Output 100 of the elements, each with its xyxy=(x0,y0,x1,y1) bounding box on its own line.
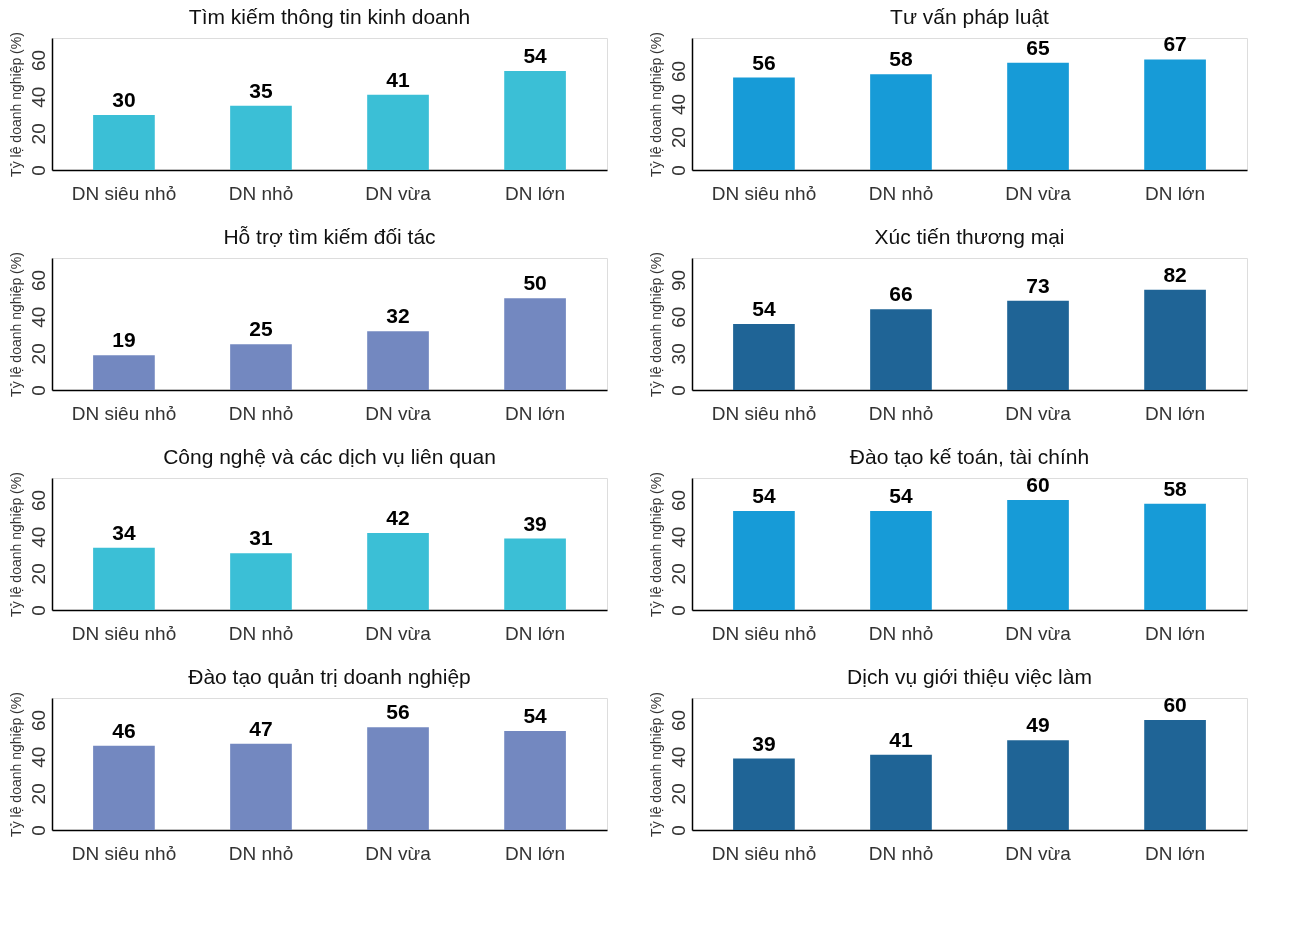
x-tick-label: DN siêu nhỏ xyxy=(711,402,817,424)
data-label: 49 xyxy=(1026,713,1050,737)
data-label: 47 xyxy=(249,716,273,740)
y-tick-label: 0 xyxy=(667,385,689,396)
chart-title: Xúc tiến thương mại xyxy=(874,224,1065,248)
bar xyxy=(733,758,795,830)
data-label: 56 xyxy=(386,700,410,724)
data-label: 25 xyxy=(249,317,273,341)
bar xyxy=(1007,62,1069,170)
y-tick-label: 0 xyxy=(667,165,689,176)
bar xyxy=(733,324,795,390)
bar xyxy=(93,547,155,610)
y-tick-label: 40 xyxy=(27,526,49,548)
bar xyxy=(93,745,155,830)
x-tick-label: DN lớn xyxy=(1145,182,1206,204)
x-tick-label: DN siêu nhỏ xyxy=(711,622,817,644)
y-tick-label: 0 xyxy=(27,825,49,836)
y-tick-label: 40 xyxy=(667,93,689,116)
bar xyxy=(1144,720,1206,830)
data-label: 66 xyxy=(889,282,913,306)
data-label: 30 xyxy=(112,88,136,111)
data-label: 19 xyxy=(112,328,136,352)
y-axis-title: Tỷ lệ doanh nghiệp (%) xyxy=(647,32,664,177)
data-label: 54 xyxy=(523,704,548,727)
data-label: 54 xyxy=(889,484,913,507)
data-label: 35 xyxy=(249,78,273,102)
x-tick-label: DN vừa xyxy=(1005,842,1072,864)
y-tick-label: 40 xyxy=(667,526,689,548)
data-label: 54 xyxy=(752,484,776,507)
x-tick-label: DN nhỏ xyxy=(868,182,934,204)
y-tick-label: 20 xyxy=(27,123,49,145)
bar xyxy=(230,105,292,170)
y-tick-label: 20 xyxy=(667,783,689,805)
y-axis-title: Tỷ lệ doanh nghiệp (%) xyxy=(647,252,664,397)
y-tick-label: 40 xyxy=(667,746,689,768)
data-label: 73 xyxy=(1026,273,1050,297)
x-tick-label: DN nhỏ xyxy=(228,622,294,644)
bar xyxy=(1007,500,1069,610)
y-tick-label: 0 xyxy=(667,605,689,616)
y-tick-label: 60 xyxy=(27,489,49,512)
bar xyxy=(93,355,155,390)
y-axis-title: Tỷ lệ doanh nghiệp (%) xyxy=(647,472,664,617)
x-tick-label: DN lớn xyxy=(505,842,566,864)
bar xyxy=(1007,740,1069,830)
bar xyxy=(1144,289,1206,390)
x-tick-label: DN vừa xyxy=(1005,182,1072,204)
x-tick-label: DN lớn xyxy=(1145,622,1206,644)
y-tick-label: 60 xyxy=(27,269,49,292)
chart-title: Hỗ trợ tìm kiếm đối tác xyxy=(223,224,436,248)
data-label: 41 xyxy=(889,727,913,751)
bar xyxy=(870,309,932,390)
chart-title: Dịch vụ giới thiệu việc làm xyxy=(847,664,1092,688)
y-tick-label: 0 xyxy=(27,165,49,176)
x-tick-label: DN lớn xyxy=(505,182,566,204)
bar xyxy=(1144,503,1206,610)
x-tick-label: DN siêu nhỏ xyxy=(71,842,177,864)
data-label: 32 xyxy=(386,304,410,328)
chart-title: Đào tạo quản trị doanh nghiệp xyxy=(188,664,471,688)
bar xyxy=(870,754,932,830)
bar xyxy=(504,731,566,830)
x-tick-label: DN vừa xyxy=(365,182,432,204)
chart-title: Công nghệ và các dịch vụ liên quan xyxy=(163,444,496,468)
x-tick-label: DN siêu nhỏ xyxy=(71,182,177,204)
x-tick-label: DN lớn xyxy=(1145,402,1206,424)
y-tick-label: 40 xyxy=(27,306,49,328)
y-tick-label: 20 xyxy=(27,563,49,585)
bar xyxy=(230,743,292,830)
bar xyxy=(230,344,292,390)
y-tick-label: 40 xyxy=(27,86,49,108)
x-tick-label: DN vừa xyxy=(1005,622,1072,644)
y-tick-label: 60 xyxy=(27,49,49,72)
bar xyxy=(367,727,429,830)
x-tick-label: DN lớn xyxy=(505,402,566,424)
x-tick-label: DN lớn xyxy=(1145,842,1206,864)
x-tick-label: DN siêu nhỏ xyxy=(711,182,817,204)
data-label: 58 xyxy=(889,47,913,71)
y-axis-title: Tỷ lệ doanh nghiệp (%) xyxy=(7,32,24,177)
data-label: 41 xyxy=(386,67,411,91)
bar xyxy=(1007,300,1069,390)
bar xyxy=(870,74,932,170)
bar xyxy=(367,331,429,390)
y-tick-label: 60 xyxy=(667,60,689,83)
x-tick-label: DN nhỏ xyxy=(228,842,294,864)
y-tick-label: 20 xyxy=(27,783,49,805)
data-label: 42 xyxy=(386,506,410,529)
y-tick-label: 0 xyxy=(667,825,689,836)
data-label: 65 xyxy=(1026,35,1051,59)
x-tick-label: DN siêu nhỏ xyxy=(71,622,177,644)
y-axis-title: Tỷ lệ doanh nghiệp (%) xyxy=(7,252,24,397)
x-tick-label: DN nhỏ xyxy=(868,402,934,424)
bar xyxy=(504,71,566,170)
y-tick-label: 40 xyxy=(27,746,49,768)
bar xyxy=(504,538,566,610)
bar xyxy=(733,511,795,610)
data-label: 56 xyxy=(752,50,776,74)
y-axis-title: Tỷ lệ doanh nghiệp (%) xyxy=(7,472,24,617)
data-label: 60 xyxy=(1163,693,1187,716)
bar xyxy=(870,511,932,610)
y-axis-title: Tỷ lệ doanh nghiệp (%) xyxy=(647,692,664,837)
bar xyxy=(733,77,795,170)
